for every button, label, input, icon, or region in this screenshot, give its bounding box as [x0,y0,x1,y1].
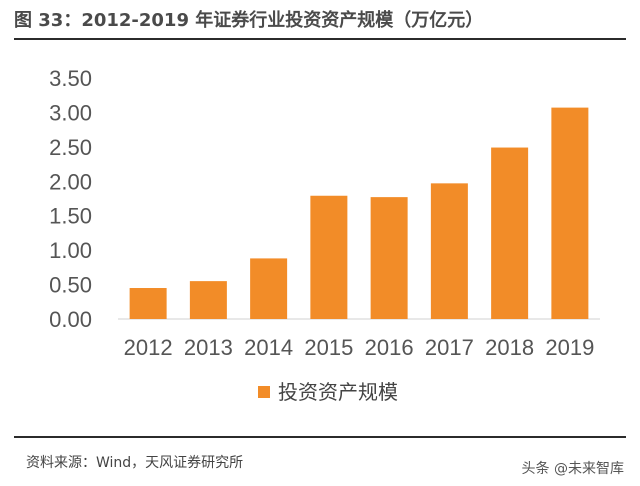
y-tick-label: 3.00 [49,100,92,125]
x-tick-label: 2017 [425,335,474,360]
x-tick-label: 2013 [184,335,233,360]
title-divider [14,38,626,40]
watermark: 头条 @未来智库 [521,461,624,477]
bar-2018 [491,147,529,319]
y-tick-label: 0.00 [49,307,92,332]
bar-2012 [129,288,167,319]
y-tick-label: 2.00 [49,169,92,194]
y-axis-ticks: 0.00 0.50 1.00 1.50 2.00 2.50 3.00 3.50 [49,66,92,332]
y-tick-label: 1.50 [49,204,92,229]
y-tick-label: 0.50 [49,273,92,298]
x-axis-ticks: 2012 2013 2014 2015 2016 2017 2018 2019 [124,335,595,360]
bar-2015 [310,195,348,319]
x-tick-label: 2019 [545,335,594,360]
source-note: 资料来源：Wind，天风证券研究所 [26,455,244,471]
legend-label: 投资资产规模 [278,380,398,404]
figure-title: 图 33：2012-2019 年证券行业投资资产规模（万亿元） [14,10,484,31]
x-tick-label: 2016 [365,335,414,360]
bar-2019 [551,107,589,319]
y-tick-label: 2.50 [49,135,92,160]
bar-chart: 0.000.501.001.502.002.503.003.50 2012 201… [49,66,600,404]
y-tick-label: 3.50 [49,66,92,91]
x-tick-label: 2014 [244,335,293,360]
x-tick-label: 2015 [304,335,353,360]
x-tick-label: 2012 [124,335,173,360]
bars [129,107,589,319]
y-tick-label: 1.00 [49,238,92,263]
footer-divider [14,436,626,438]
bar-2014 [250,258,288,319]
x-tick-label: 2018 [485,335,534,360]
bar-2017 [430,183,468,319]
legend: 投资资产规模 [258,380,398,404]
bar-2016 [370,197,408,319]
bar-2013 [189,281,227,319]
legend-swatch [258,386,270,398]
